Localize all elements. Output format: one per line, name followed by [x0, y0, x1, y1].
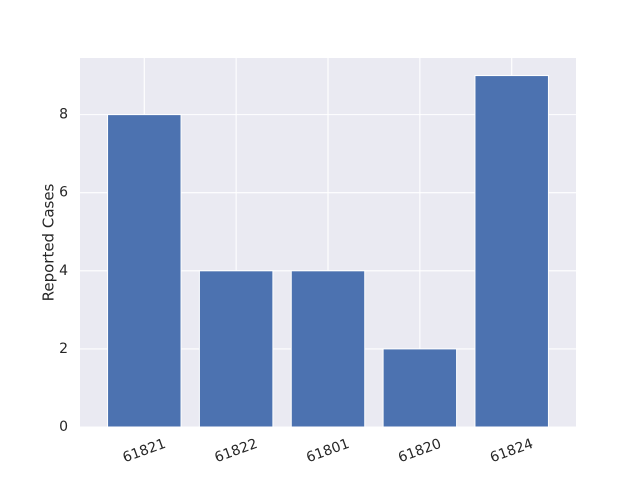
bar-61820: [382, 348, 458, 428]
y-tick-label: 0: [59, 419, 68, 435]
y-axis-label: Reported Cases: [40, 183, 58, 301]
x-tick-labels: 61821 61822 61801 61820 61824: [121, 436, 536, 466]
bar-61821: [107, 114, 182, 428]
bars: [107, 75, 549, 428]
x-tick-label: 61801: [304, 436, 351, 466]
y-tick-label: 2: [59, 341, 68, 357]
bar-61801: [290, 270, 366, 428]
y-tick-labels: 0 2 4 6 8: [59, 107, 68, 435]
bar-61824: [474, 75, 549, 428]
y-tick-label: 8: [59, 107, 68, 123]
bar-61822: [198, 270, 274, 428]
x-tick-label: 61820: [396, 436, 443, 466]
y-tick-label: 4: [59, 263, 68, 279]
x-tick-label: 61822: [212, 436, 259, 466]
y-tick-label: 6: [59, 185, 68, 201]
x-tick-label: 61821: [121, 436, 168, 466]
x-tick-label: 61824: [488, 436, 535, 466]
